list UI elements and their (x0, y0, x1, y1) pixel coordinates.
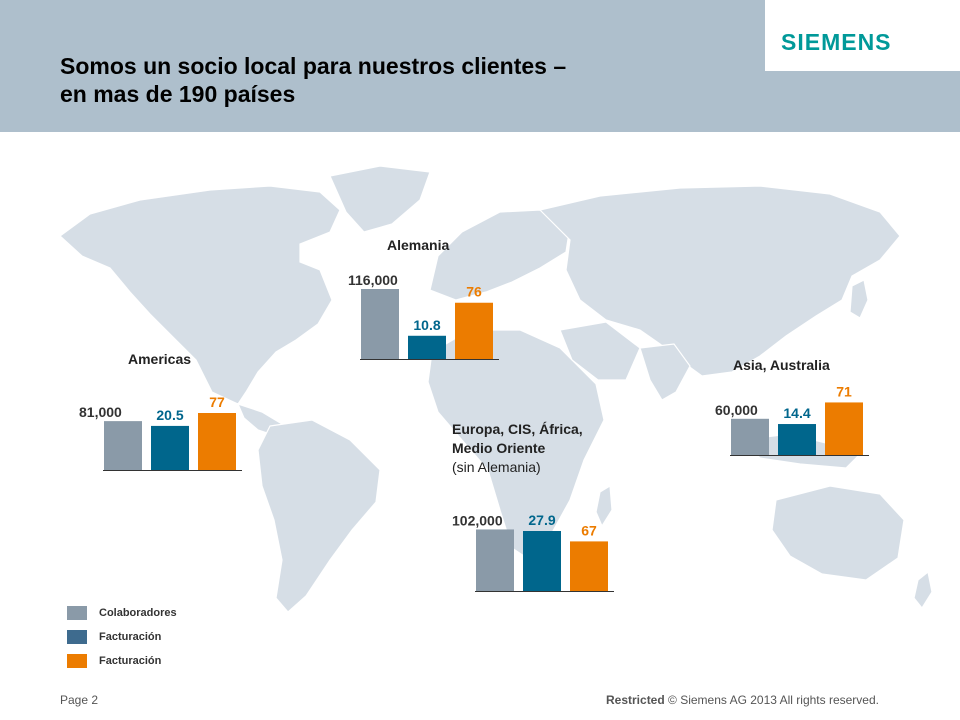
bar-label-americas-0: 81,000 (79, 404, 122, 420)
bar-label-alemania-0: 116,000 (348, 272, 398, 288)
page-title: Somos un socio local para nuestros clien… (60, 52, 566, 108)
map-europe (429, 209, 571, 301)
legend-label-facturacion-orange: Facturación (99, 655, 162, 667)
map-india (639, 343, 691, 401)
footer-copyright: Restricted © Siemens AG 2013 All rights … (606, 693, 879, 707)
bar-label-alemania-1: 10.8 (413, 317, 440, 333)
bar-label-asia-australia-1: 14.4 (783, 405, 810, 421)
bar-label-europa-cis-frica-medio-oriente-1: 27.9 (528, 512, 555, 528)
map-greenland (329, 165, 431, 233)
bar-label-alemania-2: 76 (466, 284, 482, 300)
legend-swatch-facturacion-orange (67, 654, 87, 668)
bar-europa-cis-frica-medio-oriente-0 (476, 529, 514, 591)
map-asia (538, 185, 901, 377)
bar-label-americas-2: 77 (209, 394, 225, 410)
logo-divider (765, 70, 960, 71)
bar-alemania-0 (361, 289, 399, 359)
map-japan (849, 279, 869, 319)
bar-asia-australia-1 (778, 424, 816, 455)
legend-swatch-facturacion-blue (67, 630, 87, 644)
bar-label-europa-cis-frica-medio-oriente-2: 67 (581, 522, 597, 538)
bar-europa-cis-frica-medio-oriente-2 (570, 541, 608, 591)
map-new-zealand (913, 570, 933, 610)
copyright-text: © Siemens AG 2013 All rights reserved. (668, 693, 879, 707)
chart-title-asia-australia-0: Asia, Australia (733, 357, 830, 373)
bar-asia-australia-2 (825, 402, 863, 455)
bar-label-asia-australia-2: 71 (836, 383, 852, 399)
chart-title-europa-cis-frica-medio-oriente-1: Medio Oriente (452, 440, 546, 456)
bar-label-asia-australia-0: 60,000 (715, 402, 758, 418)
chart-title-americas-0: Americas (128, 351, 191, 367)
bar-americas-2 (198, 413, 236, 470)
bar-alemania-1 (408, 335, 446, 359)
legend-item-facturacion-blue: Facturación (67, 625, 177, 649)
map-south-america (257, 419, 381, 613)
logo-box (765, 0, 960, 70)
bar-alemania-2 (455, 302, 493, 359)
page-number: Page 2 (60, 693, 99, 707)
map-madagascar (595, 484, 613, 528)
chart-title-europa-cis-frica-medio-oriente-0: Europa, CIS, África, (452, 421, 583, 437)
bar-asia-australia-0 (731, 418, 769, 455)
chart-title-alemania-0: Alemania (387, 237, 449, 253)
map-australia (771, 485, 905, 581)
bar-label-europa-cis-frica-medio-oriente-0: 102,000 (452, 512, 503, 528)
restricted-label: Restricted (606, 693, 665, 707)
legend-swatch-colaboradores (67, 606, 87, 620)
bar-label-americas-1: 20.5 (156, 407, 183, 423)
legend: Colaboradores Facturación Facturación (67, 601, 177, 673)
title-line-1: Somos un socio local para nuestros clien… (60, 53, 567, 79)
legend-item-facturacion-orange: Facturación (67, 649, 177, 673)
legend-label-facturacion-blue: Facturación (99, 631, 162, 643)
siemens-logo: SIEMENS (781, 29, 892, 55)
bar-europa-cis-frica-medio-oriente-1 (523, 531, 561, 591)
legend-item-colaboradores: Colaboradores (67, 601, 177, 625)
chart-title-europa-cis-frica-medio-oriente-2: (sin Alemania) (452, 459, 541, 475)
legend-label-colaboradores: Colaboradores (99, 607, 177, 619)
map-north-america (59, 185, 341, 405)
title-line-2: en mas de 190 países (60, 81, 296, 107)
bar-americas-0 (104, 421, 142, 470)
map-middle-east (559, 321, 641, 381)
bar-americas-1 (151, 425, 189, 470)
